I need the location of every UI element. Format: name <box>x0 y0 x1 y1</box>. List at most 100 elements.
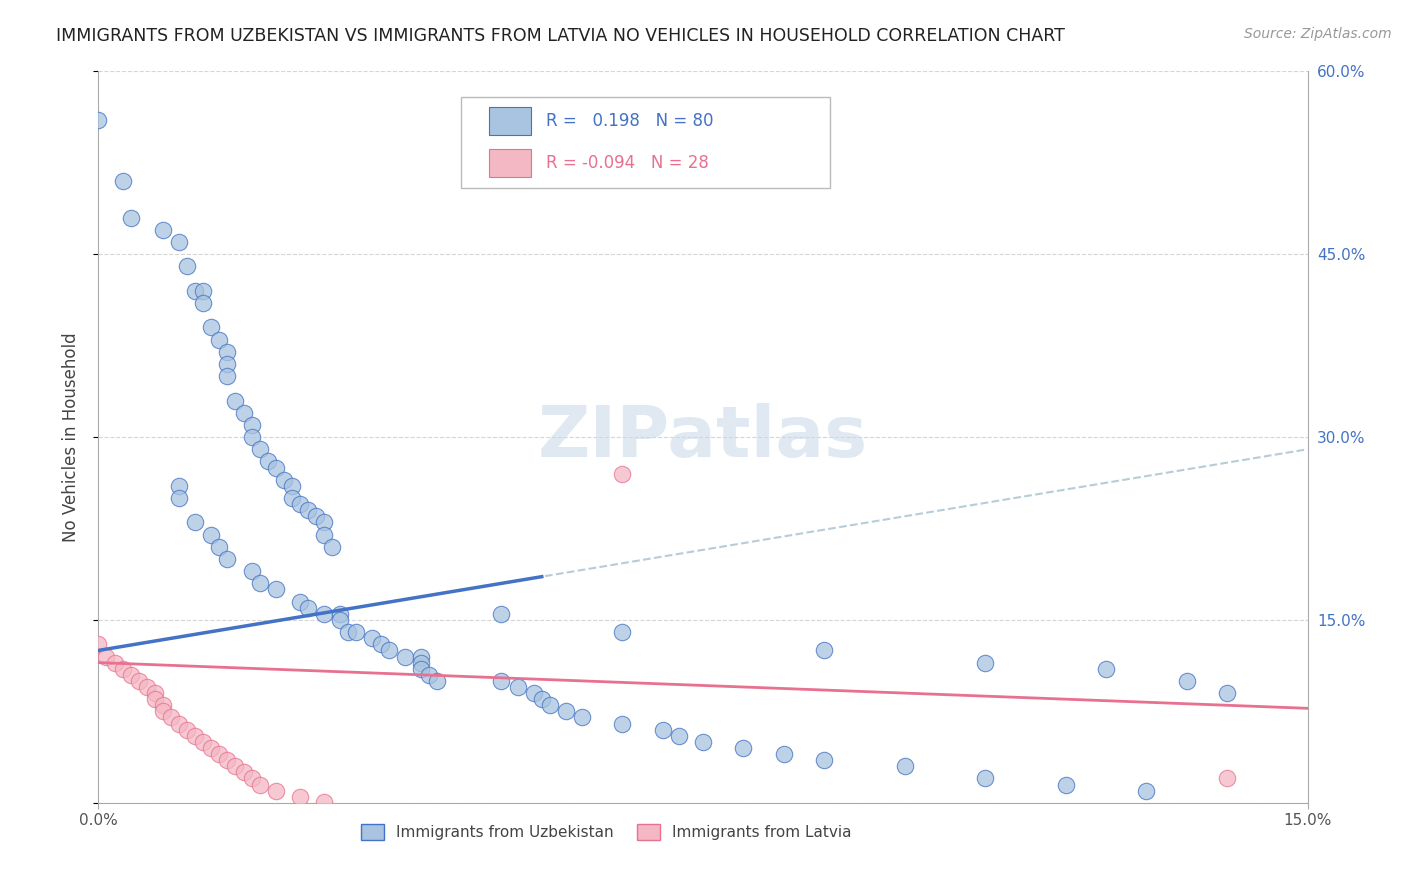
Point <box>240 772 263 786</box>
Point <box>612 467 634 481</box>
Point <box>152 698 174 713</box>
Point <box>692 735 714 749</box>
Point <box>344 625 367 640</box>
Point <box>974 656 997 670</box>
Point <box>217 753 239 767</box>
Point <box>314 795 336 809</box>
Point <box>184 729 207 743</box>
Point <box>224 393 246 408</box>
Point <box>176 260 198 274</box>
Point <box>314 607 336 621</box>
Point <box>208 747 231 761</box>
Point <box>208 540 231 554</box>
Point <box>176 723 198 737</box>
Point <box>491 607 513 621</box>
Point <box>128 673 150 688</box>
Point <box>135 680 157 694</box>
FancyBboxPatch shape <box>461 97 830 188</box>
Point <box>200 320 222 334</box>
Point <box>120 211 142 225</box>
Point <box>813 643 835 657</box>
Point <box>217 369 239 384</box>
Point <box>418 667 440 681</box>
Point <box>288 594 311 608</box>
Point <box>612 716 634 731</box>
Point <box>87 113 110 128</box>
Point <box>249 442 271 457</box>
Point <box>668 729 690 743</box>
Point <box>612 625 634 640</box>
Point <box>426 673 449 688</box>
Point <box>530 692 553 706</box>
Point <box>974 772 997 786</box>
Point <box>1135 783 1157 797</box>
Point <box>538 698 561 713</box>
Point <box>256 454 278 468</box>
Point <box>217 552 239 566</box>
Point <box>651 723 673 737</box>
Point <box>409 662 432 676</box>
Point <box>240 417 263 432</box>
Point <box>193 735 215 749</box>
Point <box>1216 772 1239 786</box>
Point <box>184 284 207 298</box>
Y-axis label: No Vehicles in Household: No Vehicles in Household <box>62 332 80 542</box>
Point <box>361 632 384 646</box>
Point <box>264 582 287 597</box>
Point <box>167 235 190 249</box>
Point <box>96 649 118 664</box>
Point <box>143 692 166 706</box>
Point <box>208 333 231 347</box>
Point <box>370 637 392 651</box>
Text: R = -0.094   N = 28: R = -0.094 N = 28 <box>546 154 709 172</box>
Text: Source: ZipAtlas.com: Source: ZipAtlas.com <box>1244 27 1392 41</box>
Text: R =   0.198   N = 80: R = 0.198 N = 80 <box>546 112 713 130</box>
Point <box>1175 673 1198 688</box>
Point <box>240 430 263 444</box>
Point <box>167 491 190 505</box>
Point <box>87 637 110 651</box>
Point <box>232 406 254 420</box>
Point <box>377 643 399 657</box>
Point <box>111 174 134 188</box>
Point <box>232 765 254 780</box>
Point <box>491 673 513 688</box>
Point <box>200 740 222 755</box>
Point <box>167 716 190 731</box>
Point <box>409 649 432 664</box>
Point <box>103 656 125 670</box>
Point <box>733 740 755 755</box>
Point <box>184 516 207 530</box>
Point <box>273 473 295 487</box>
Point <box>249 576 271 591</box>
Point <box>1095 662 1118 676</box>
Point <box>200 527 222 541</box>
Point <box>772 747 794 761</box>
Point <box>193 296 215 310</box>
Point <box>1216 686 1239 700</box>
Point <box>193 284 215 298</box>
Point <box>143 686 166 700</box>
Point <box>329 613 352 627</box>
Point <box>224 759 246 773</box>
Point <box>167 479 190 493</box>
Point <box>314 516 336 530</box>
Point <box>571 710 593 724</box>
Point <box>217 357 239 371</box>
Point <box>893 759 915 773</box>
Point <box>111 662 134 676</box>
Point <box>288 789 311 804</box>
Point <box>264 460 287 475</box>
Text: IMMIGRANTS FROM UZBEKISTAN VS IMMIGRANTS FROM LATVIA NO VEHICLES IN HOUSEHOLD CO: IMMIGRANTS FROM UZBEKISTAN VS IMMIGRANTS… <box>56 27 1066 45</box>
Text: ZIPatlas: ZIPatlas <box>538 402 868 472</box>
Point <box>314 527 336 541</box>
Point <box>394 649 416 664</box>
Point <box>120 667 142 681</box>
Point <box>337 625 360 640</box>
Bar <box>489 107 531 135</box>
Point <box>305 509 328 524</box>
Point <box>297 600 319 615</box>
Point <box>217 344 239 359</box>
Point <box>152 705 174 719</box>
Point <box>321 540 343 554</box>
